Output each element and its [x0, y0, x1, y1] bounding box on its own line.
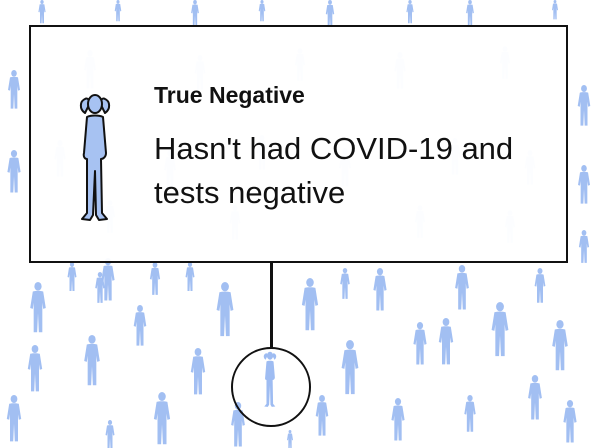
crowd-person-icon — [438, 318, 454, 365]
crowd-person-icon — [258, 0, 266, 22]
crowd-person-icon — [190, 348, 206, 395]
crowd-person-icon — [577, 85, 591, 126]
crowd-person-icon — [38, 0, 46, 24]
card-label: True Negative — [154, 82, 305, 108]
crowd-person-icon — [185, 262, 195, 291]
crowd-person-icon — [114, 0, 122, 22]
crowd-person-icon — [191, 0, 199, 26]
crowd-person-icon — [578, 230, 590, 263]
crowd-person-icon — [406, 0, 414, 24]
crowd-person-icon — [30, 282, 46, 333]
crowd-person-icon — [373, 268, 387, 311]
crowd-person-icon — [8, 70, 20, 109]
crowd-person-icon — [6, 395, 22, 442]
crowd-person-icon — [552, 0, 558, 20]
person-hands-on-head-icon — [79, 94, 111, 221]
crowd-person-icon — [67, 262, 77, 291]
connector-line — [270, 263, 273, 349]
crowd-person-icon — [287, 430, 294, 448]
crowd-person-icon — [216, 282, 234, 337]
crowd-person-icon — [95, 272, 105, 303]
crowd-person-icon — [491, 302, 509, 357]
crowd-person-icon — [340, 268, 350, 299]
crowd-person-icon — [466, 0, 474, 26]
info-card: True Negative Hasn't had COVID-19 and te… — [29, 25, 568, 263]
crowd-person-icon — [578, 165, 590, 204]
crowd-person-icon — [455, 265, 469, 310]
crowd-person-icon — [315, 395, 329, 436]
crowd-person-icon — [133, 305, 147, 346]
crowd-person-icon — [552, 320, 568, 371]
crowd-person-icon — [563, 400, 577, 443]
crowd-person-icon — [413, 322, 427, 365]
crowd-person-icon — [7, 150, 21, 193]
crowd-person-icon — [105, 420, 115, 448]
crowd-person-icon — [84, 335, 100, 386]
crowd-person-icon — [341, 340, 359, 395]
crowd-person-icon — [27, 345, 43, 392]
crowd-person-icon — [534, 268, 546, 303]
crowd-person-icon — [301, 278, 319, 331]
crowd-person-icon — [153, 392, 171, 445]
crowd-person-icon — [528, 375, 542, 420]
crowd-person-icon — [464, 395, 476, 432]
crowd-person-icon — [325, 0, 335, 28]
card-description: Hasn't had COVID-19 and tests negative — [154, 131, 514, 210]
highlight-circle — [231, 347, 311, 427]
crowd-person-icon — [149, 262, 161, 295]
crowd-person-icon — [391, 398, 405, 441]
